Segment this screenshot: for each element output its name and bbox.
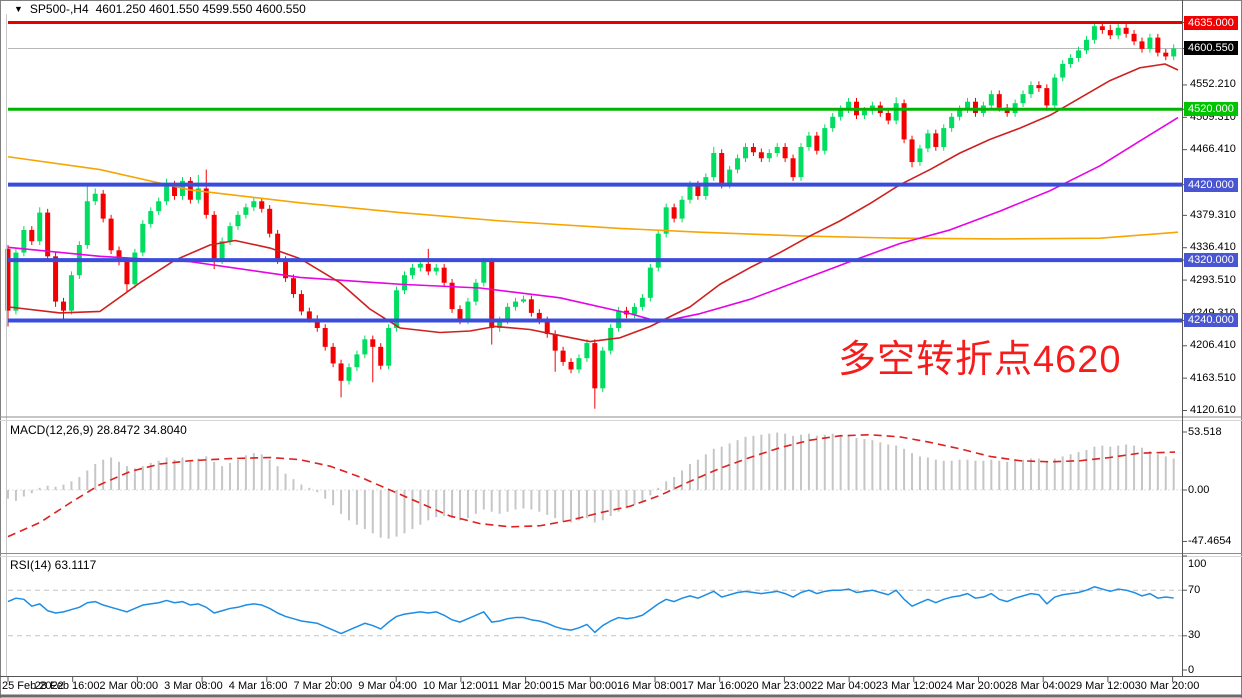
annotation-text: 多空转折点4620 <box>838 339 1122 381</box>
price-axis-label: 4163.510 <box>1190 371 1236 384</box>
rsi-axis-label: 0 <box>1188 663 1195 676</box>
macd-panel <box>7 432 1182 539</box>
price-badge: 4520.000 <box>1184 102 1238 117</box>
axis-frame <box>0 0 1242 677</box>
symbol-title: SP500-,H4 <box>29 2 89 16</box>
time-axis-label: 15 Mar 00:00 <box>552 680 618 692</box>
time-axis-label: 20 Mar 23:00 <box>746 680 812 692</box>
price-axis-label: 4466.410 <box>1190 143 1236 156</box>
time-axis-label: 25 Feb 2022 <box>2 680 64 692</box>
time-axis-label: 17 Mar 16:00 <box>681 680 747 692</box>
price-axis-label: 4206.410 <box>1190 339 1236 352</box>
horizontal-level-lines <box>8 21 1182 323</box>
rsi-axis-label: 100 <box>1188 558 1207 570</box>
panel-separator-rsi[interactable] <box>0 553 1242 557</box>
ma-fast-red <box>7 63 1179 343</box>
ma-mid-magenta <box>7 116 1179 323</box>
time-axis-label: 28 Feb 16:00 <box>34 680 100 692</box>
macd-axis-label: 0.00 <box>1188 483 1210 496</box>
macd-axis-label: -47.4654 <box>1188 534 1232 547</box>
time-axis-label: 30 Mar 20:00 <box>1134 680 1200 692</box>
price-axis-label: 4336.410 <box>1190 241 1236 254</box>
time-axis-label: 22 Mar 04:00 <box>811 680 876 692</box>
rsi-indicator-label: RSI(14) 63.1117 <box>10 558 97 572</box>
time-axis-label: 2 Mar 00:00 <box>99 680 159 692</box>
rsi-panel <box>7 586 1182 637</box>
price-badge: 4320.000 <box>1184 253 1238 268</box>
ohlc-values: 4601.250 4601.550 4599.550 4600.550 <box>95 2 306 16</box>
symbol-dropdown-icon: ▼ <box>14 4 23 14</box>
price-axis-label: 4379.310 <box>1190 208 1236 221</box>
time-axis-label: 7 Mar 20:00 <box>293 680 353 692</box>
macd-indicator-label: MACD(12,26,9) 28.8472 34.8040 <box>10 423 187 437</box>
chart-title-bar: ▼ SP500-,H4 4601.250 4601.550 4599.550 4… <box>14 2 306 16</box>
time-axis-label: 24 Mar 20:00 <box>940 680 1006 692</box>
time-axis-label: 3 Mar 08:00 <box>164 680 223 692</box>
time-axis-label: 10 Mar 12:00 <box>422 680 488 692</box>
time-axis-label: 16 Mar 08:00 <box>617 680 682 692</box>
price-badge: 4420.000 <box>1184 177 1238 192</box>
time-axis-label: 11 Mar 20:00 <box>487 680 552 692</box>
price-axis-label: 4120.610 <box>1190 403 1236 416</box>
price-axis-label: 4293.510 <box>1190 273 1236 286</box>
ma-slow-orange <box>7 155 1179 240</box>
price-badge: 4600.550 <box>1184 41 1238 56</box>
time-axis-label: 23 Mar 12:00 <box>875 680 941 692</box>
rsi-axis-label: 70 <box>1188 583 1201 596</box>
price-badge: 4240.000 <box>1184 313 1238 328</box>
time-axis-label: 29 Mar 12:00 <box>1069 680 1135 692</box>
time-axis-label: 4 Mar 16:00 <box>228 680 288 692</box>
time-axis-label: 9 Mar 04:00 <box>358 680 417 692</box>
price-badge: 4635.000 <box>1184 15 1238 30</box>
time-axis-label: 28 Mar 04:00 <box>1005 680 1071 692</box>
price-axis-label: 4552.210 <box>1190 78 1236 91</box>
panel-separator-macd[interactable] <box>0 416 1242 421</box>
macd-axis-label: 53.518 <box>1188 425 1222 438</box>
rsi-axis-label: 30 <box>1188 629 1201 642</box>
